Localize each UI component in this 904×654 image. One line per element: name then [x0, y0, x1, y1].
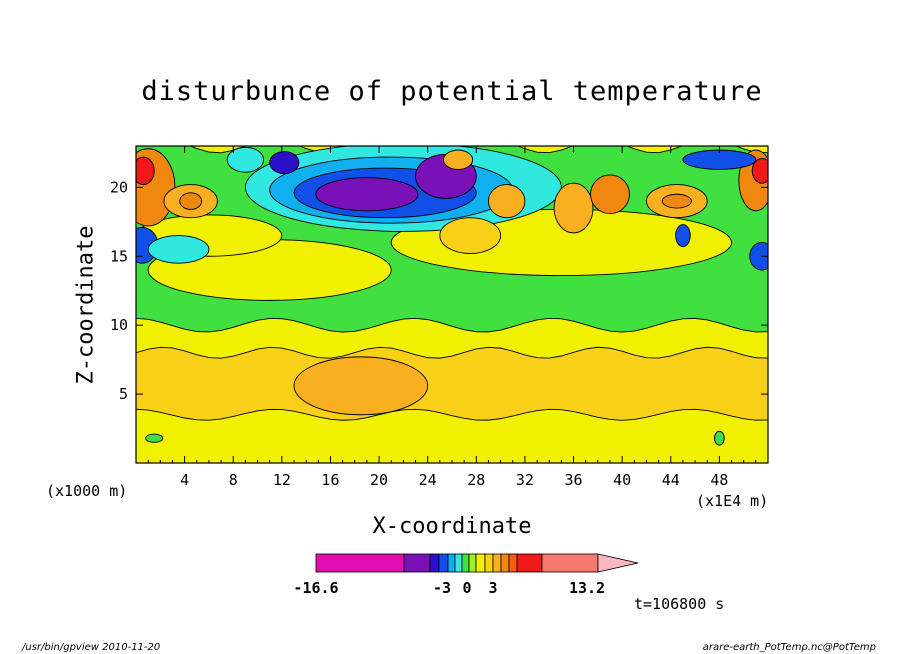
colorbar: [315, 553, 639, 573]
x-tick-label-44: 44: [662, 471, 680, 489]
x-axis-label: X-coordinate: [372, 514, 532, 539]
right-cold-spot: [749, 242, 768, 271]
lower-green-dot-right: [714, 430, 725, 446]
colorbar-swatch-4: [447, 553, 456, 573]
colorbar-label-3: 3: [488, 579, 498, 597]
x-tick-label-28: 28: [467, 471, 485, 489]
x-tick-label-36: 36: [565, 471, 583, 489]
colorbar-swatch-8: [475, 553, 486, 573]
cyan-spot-9: [226, 146, 265, 173]
x-tick-label-40: 40: [613, 471, 631, 489]
colorbar-swatch-10: [492, 553, 502, 573]
x-tick-label-8: 8: [229, 471, 238, 489]
warm-spot-36: [553, 182, 594, 234]
colorbar-swatch-11: [500, 553, 510, 573]
colorbar-swatch-0: [315, 553, 405, 573]
colorbar-label-zero: 0: [462, 579, 472, 597]
lower-green-dot: [145, 433, 164, 443]
right-cold-spot-top: [682, 149, 757, 170]
cold-spot-12: [269, 151, 300, 175]
footer-source: arare-earth_PotTemp.nc@PotTemp: [702, 642, 876, 653]
cold-spot-45: [675, 224, 691, 248]
left-warm-spot-core: [136, 156, 155, 186]
x-unit-label: (x1000 m): [46, 482, 128, 500]
warm-core: [293, 356, 429, 416]
warm-spot-4-core: [179, 192, 203, 210]
x-tick-label-32: 32: [516, 471, 534, 489]
colorbar-label-neg3: -3: [432, 579, 452, 597]
colorbar-swatch-14: [541, 553, 599, 573]
y-tick-label-5: 5: [119, 385, 128, 403]
footer-program: /usr/bin/gpview 2010-11-20: [22, 642, 161, 653]
x-tick-label-12: 12: [273, 471, 291, 489]
colorbar-swatch-5: [454, 553, 463, 573]
lower-warm-layer: [136, 346, 768, 421]
y-tick-label-20: 20: [110, 178, 128, 196]
colorbar-arrow: [597, 553, 639, 573]
upper-cold-core: [315, 177, 419, 212]
colorbar-swatch-6: [461, 553, 470, 573]
warm-spot-44-core: [661, 193, 692, 209]
warm-spot-28: [439, 217, 502, 254]
warm-spot-30: [488, 184, 526, 219]
x-tick-label-48: 48: [710, 471, 728, 489]
colorbar-swatch-9: [484, 553, 494, 573]
warm-spot-39: [590, 174, 630, 214]
x2-unit-label: (x1E4 m): [696, 492, 769, 510]
y-tick-label-10: 10: [110, 316, 128, 334]
colorbar-swatch-3: [438, 553, 449, 573]
chart-title: disturbunce of potential temperature: [141, 76, 763, 107]
x-tick-label-4: 4: [180, 471, 189, 489]
x-tick-label-20: 20: [370, 471, 388, 489]
contour-field: [136, 146, 768, 463]
x-tick-label-24: 24: [419, 471, 437, 489]
y-tick-label-15: 15: [110, 247, 128, 265]
colorbar-swatch-1: [403, 553, 431, 573]
colorbar-swatch-7: [468, 553, 477, 573]
colorbar-swatch-12: [508, 553, 518, 573]
time-label: t=106800 s: [634, 595, 725, 613]
left-cyan-spot: [147, 235, 210, 264]
y-axis-label: Z-coordinate: [73, 225, 99, 385]
warm-spot-26: [443, 149, 474, 170]
colorbar-swatch-13: [516, 553, 543, 573]
right-warm-spot-core: [751, 157, 768, 184]
colorbar-swatch-2: [429, 553, 440, 573]
x-tick-label-16: 16: [321, 471, 339, 489]
colorbar-label-min: -16.6: [293, 579, 339, 597]
colorbar-label-max: 13.2: [568, 579, 606, 597]
